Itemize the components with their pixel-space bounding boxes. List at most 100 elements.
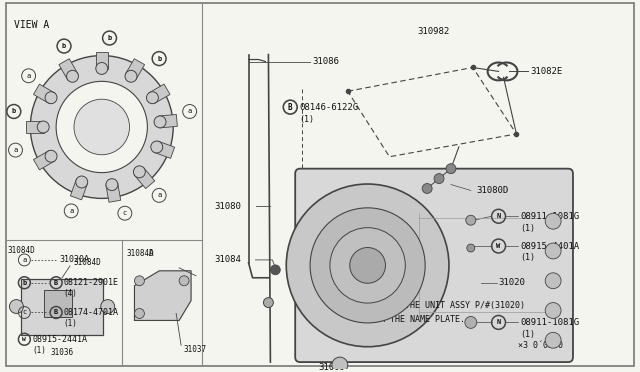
Text: (1): (1) <box>32 346 46 355</box>
Text: 08915-4401A: 08915-4401A <box>520 241 579 250</box>
Text: W: W <box>497 243 500 249</box>
Text: 08146-6122G: 08146-6122G <box>299 103 358 112</box>
Circle shape <box>154 116 166 128</box>
Text: (4): (4) <box>63 289 77 298</box>
Text: 31082E: 31082E <box>531 67 563 76</box>
Text: b: b <box>157 55 161 62</box>
Bar <box>125 59 145 80</box>
Circle shape <box>100 299 115 314</box>
Circle shape <box>151 141 163 153</box>
Text: c: c <box>22 310 26 315</box>
Text: 31020: 31020 <box>499 278 525 287</box>
Bar <box>148 84 170 103</box>
Text: (1): (1) <box>63 319 77 328</box>
Bar <box>159 115 177 128</box>
Text: N: N <box>497 213 500 219</box>
Text: 08121-2901E: 08121-2901E <box>63 278 118 287</box>
Circle shape <box>264 298 273 308</box>
Circle shape <box>545 302 561 318</box>
Polygon shape <box>134 271 191 320</box>
Circle shape <box>134 276 145 286</box>
Bar <box>33 84 55 103</box>
Text: (1): (1) <box>299 115 314 124</box>
Circle shape <box>106 179 118 190</box>
Text: b: b <box>108 35 111 41</box>
Text: 31009: 31009 <box>318 363 345 372</box>
Text: c: c <box>123 210 127 216</box>
Bar <box>96 52 108 70</box>
Circle shape <box>270 265 280 275</box>
Text: 31086: 31086 <box>312 57 339 66</box>
Text: (1): (1) <box>520 224 536 232</box>
Circle shape <box>422 183 432 193</box>
Circle shape <box>545 273 561 289</box>
Text: a: a <box>22 257 26 263</box>
Bar <box>44 290 72 317</box>
Circle shape <box>45 150 57 162</box>
Text: a: a <box>188 109 192 115</box>
Circle shape <box>545 332 561 348</box>
Circle shape <box>179 276 189 286</box>
Circle shape <box>467 244 475 252</box>
Bar <box>134 167 155 189</box>
Text: 31084D: 31084D <box>127 250 154 259</box>
Text: B: B <box>288 103 292 112</box>
Text: VIEW A: VIEW A <box>15 20 50 30</box>
Text: 31080D: 31080D <box>477 186 509 195</box>
Circle shape <box>76 176 88 188</box>
Circle shape <box>545 243 561 259</box>
Text: 08915-2441A: 08915-2441A <box>32 335 87 344</box>
Circle shape <box>332 357 348 372</box>
Text: (1): (1) <box>520 330 536 339</box>
Circle shape <box>10 299 24 314</box>
Bar <box>154 141 175 158</box>
Text: a: a <box>26 73 31 79</box>
Circle shape <box>74 99 129 155</box>
Bar <box>59 59 78 80</box>
Text: b: b <box>22 280 26 286</box>
Circle shape <box>147 92 158 104</box>
Text: 31020A: 31020A <box>59 256 89 264</box>
Text: NOTE✱  CONFIRM THE UNIT ASSY P/#(31020): NOTE✱ CONFIRM THE UNIT ASSY P/#(31020) <box>330 301 525 310</box>
Circle shape <box>45 92 57 104</box>
Bar <box>33 151 55 170</box>
Circle shape <box>125 70 137 82</box>
Circle shape <box>133 166 145 178</box>
Text: ×3 0´0P80: ×3 0´0P80 <box>518 341 563 350</box>
Text: B: B <box>54 310 58 315</box>
Text: (1): (1) <box>520 253 536 262</box>
Text: A: A <box>355 278 361 288</box>
Circle shape <box>310 208 425 323</box>
Circle shape <box>134 308 145 318</box>
Text: a: a <box>69 208 74 214</box>
Text: 08911-1081G: 08911-1081G <box>520 212 579 221</box>
Text: 08174-4701A: 08174-4701A <box>63 308 118 317</box>
Bar <box>70 179 88 200</box>
FancyBboxPatch shape <box>295 169 573 362</box>
Circle shape <box>465 317 477 328</box>
Text: 31084D: 31084D <box>74 259 102 267</box>
Text: b: b <box>12 109 16 115</box>
Text: 08911-1081G: 08911-1081G <box>520 318 579 327</box>
Text: 31037: 31037 <box>183 345 206 354</box>
Text: 310982: 310982 <box>417 27 449 36</box>
Text: A: A <box>148 250 153 259</box>
Circle shape <box>466 215 476 225</box>
Text: 31036: 31036 <box>51 348 74 357</box>
Circle shape <box>446 164 456 174</box>
Text: W: W <box>22 337 26 342</box>
Circle shape <box>67 70 79 82</box>
Bar <box>26 121 44 133</box>
Circle shape <box>545 213 561 229</box>
Text: b: b <box>62 43 66 49</box>
Circle shape <box>434 174 444 183</box>
Circle shape <box>286 184 449 347</box>
Text: 31080: 31080 <box>215 202 242 211</box>
Text: 31084D: 31084D <box>8 246 35 255</box>
Text: 31084: 31084 <box>215 256 242 264</box>
Text: FROM THE NAME PLATE.: FROM THE NAME PLATE. <box>365 315 465 324</box>
Circle shape <box>330 228 405 303</box>
Text: B: B <box>54 280 58 286</box>
Circle shape <box>350 247 385 283</box>
FancyBboxPatch shape <box>21 279 103 335</box>
